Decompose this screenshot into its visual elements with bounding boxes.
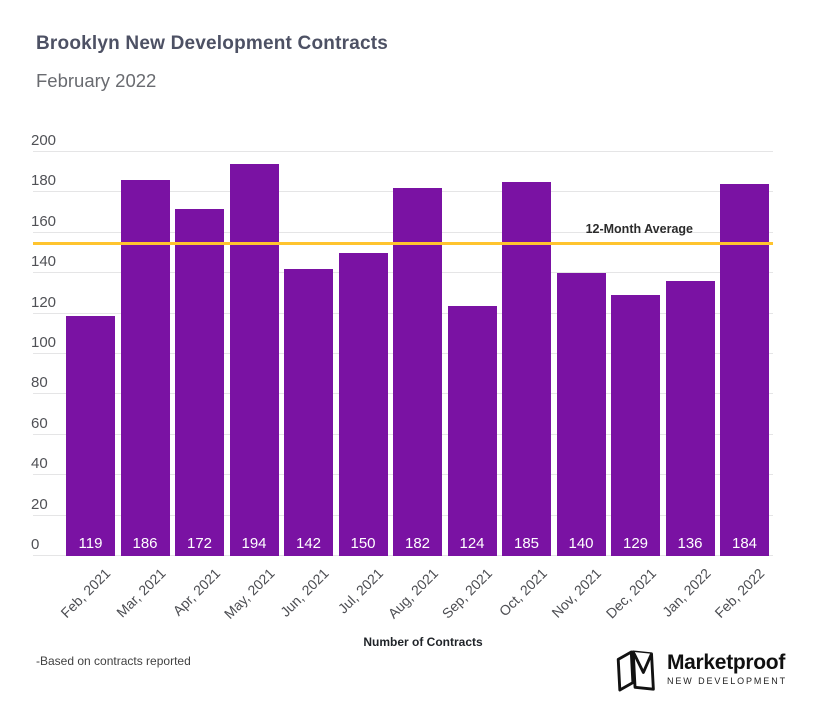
bar-value-label: 182 xyxy=(404,535,431,552)
page-title: Brooklyn New Development Contracts xyxy=(36,33,389,54)
bar-feb-2022: 184 xyxy=(720,184,769,556)
x-tick-label-jul-2021: Jul, 2021 xyxy=(334,565,387,617)
x-tick-label-apr-2021: Apr, 2021 xyxy=(169,565,223,619)
y-tick-label-60: 60 xyxy=(31,414,48,432)
y-tick-label-180: 180 xyxy=(31,172,57,190)
y-tick-label-40: 40 xyxy=(31,455,48,473)
bar-aug-2021: 182 xyxy=(393,188,442,556)
y-tick-label-120: 120 xyxy=(31,293,57,311)
bar-dec-2021: 129 xyxy=(611,295,660,556)
bar-value-label: 136 xyxy=(677,535,703,552)
bar-value-label: 119 xyxy=(78,535,103,552)
bar-chart-plot: 0 20 40 60 80 100 120 140 160 180 200 119 186 172 194… xyxy=(31,133,773,622)
page-subtitle: February 2022 xyxy=(36,70,157,91)
x-axis-labels: Feb, 2021 Mar, 2021 Apr, 2021 May, 2021 Jun,… xyxy=(33,556,773,646)
bar-value-label: 124 xyxy=(459,535,485,552)
bar-value-label: 140 xyxy=(568,535,594,552)
y-tick-label-0: 0 xyxy=(31,536,40,553)
gridline-200 xyxy=(33,151,773,152)
bar-value-label: 142 xyxy=(295,535,322,552)
bar-series: 119 186 172 194 142 150 182 124 185 140 129 136 184 xyxy=(66,152,769,556)
x-tick-label-sep-2021: Sep, 2021 xyxy=(438,565,496,622)
footnote: -Based on contracts reported xyxy=(36,654,191,668)
y-tick-label-100: 100 xyxy=(31,334,57,351)
bar-jun-2021: 142 xyxy=(284,269,333,556)
y-tick-label-20: 20 xyxy=(31,495,48,513)
y-tick-label-200: 200 xyxy=(31,132,57,149)
x-axis-title: Number of Contracts xyxy=(363,635,483,649)
x-tick-label-may-2021: May, 2021 xyxy=(220,565,278,622)
bar-sep-2021: 124 xyxy=(447,305,497,556)
y-tick-label-160: 160 xyxy=(31,212,57,230)
bar-value-label: 194 xyxy=(241,535,267,552)
bar-apr-2021: 172 xyxy=(175,208,224,556)
bar-feb-2021: 119 xyxy=(66,315,115,556)
average-line-label: 12-Month Average xyxy=(585,222,693,237)
x-tick-label-jun-2021: Jun, 2021 xyxy=(277,565,332,620)
bar-jan-2022: 136 xyxy=(665,281,715,556)
x-tick-label-nov-2021: Nov, 2021 xyxy=(548,565,605,621)
bar-nov-2021: 140 xyxy=(556,273,606,556)
bar-value-label: 186 xyxy=(132,535,158,552)
bar-value-label: 184 xyxy=(731,535,758,552)
y-tick-label-80: 80 xyxy=(31,374,48,392)
average-line xyxy=(33,241,773,245)
bar-mar-2021: 186 xyxy=(120,180,170,556)
bar-value-label: 172 xyxy=(186,535,213,552)
x-tick-label-feb-2022: Feb, 2022 xyxy=(711,565,768,621)
x-tick-label-dec-2021: Dec, 2021 xyxy=(602,565,659,622)
x-tick-label-mar-2021: Mar, 2021 xyxy=(112,565,169,621)
logo-tagline: NEW DEVELOPMENT xyxy=(666,676,787,687)
bar-value-label: 129 xyxy=(622,535,649,552)
x-tick-label-oct-2021: Oct, 2021 xyxy=(495,565,550,620)
bar-value-label: 150 xyxy=(350,535,376,552)
x-tick-label-jan-2022: Jan, 2022 xyxy=(658,565,714,620)
bar-may-2021: 194 xyxy=(229,164,279,556)
marketproof-logo: Marketproof NEW DEVELOPMENT xyxy=(613,646,787,692)
folded-map-icon xyxy=(616,650,655,692)
bar-oct-2021: 185 xyxy=(502,182,551,556)
bar-value-label: 185 xyxy=(513,535,540,552)
bar-jul-2021: 150 xyxy=(338,253,388,556)
x-tick-label-aug-2021: Aug, 2021 xyxy=(384,565,441,622)
logo-name: Marketproof xyxy=(666,650,786,674)
logo-text: Marketproof NEW DEVELOPMENT xyxy=(666,650,787,687)
x-tick-label-feb-2021: Feb, 2021 xyxy=(57,565,114,621)
y-tick-label-140: 140 xyxy=(31,253,57,271)
